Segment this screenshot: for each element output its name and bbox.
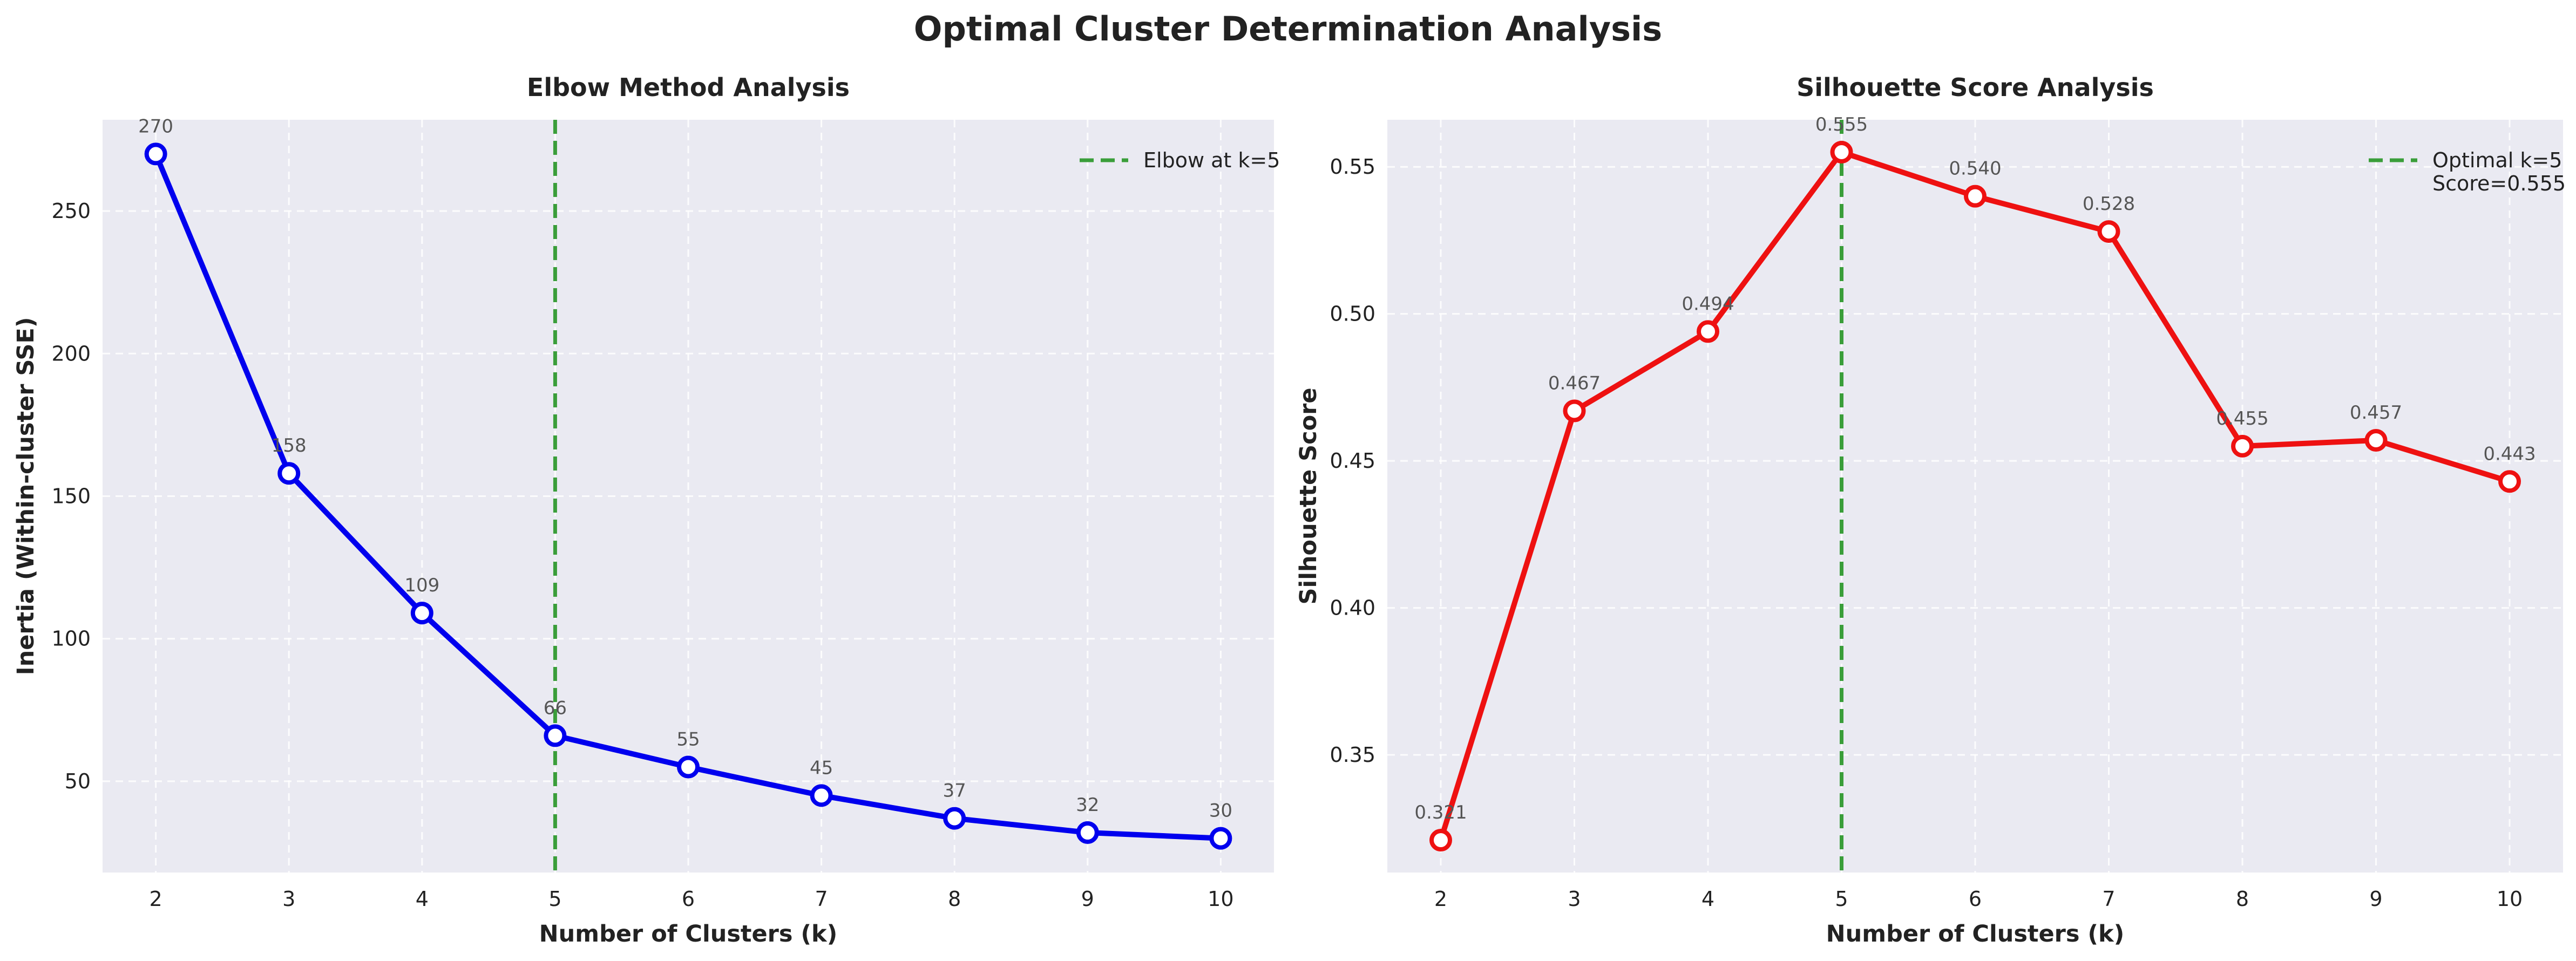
y-tick-label: 0.35 — [1330, 743, 1375, 767]
data-point — [2364, 428, 2388, 452]
data-point — [1830, 140, 1853, 163]
x-tick-label: 6 — [682, 887, 695, 911]
data-label: 0.443 — [2483, 443, 2536, 465]
data-label: 0.540 — [1949, 158, 2001, 180]
data-label: 0.528 — [2083, 193, 2135, 215]
x-tick-label: 7 — [815, 887, 828, 911]
data-label: 0.321 — [1414, 802, 1467, 823]
data-label: 270 — [138, 115, 173, 137]
silhouette-panel: 2 3 4 5 6 7 8 9 10 0.35 0.40 0.45 0.50 0.55 Silhouette… — [1295, 73, 2566, 948]
y-tick-label: 200 — [51, 342, 91, 365]
panel-title: Elbow Method Analysis — [527, 73, 850, 102]
data-point — [277, 462, 301, 485]
y-axis-label: Silhouette Score — [1295, 388, 1322, 605]
x-axis-label: Number of Clusters (k) — [1826, 921, 2125, 948]
data-point — [1076, 821, 1099, 844]
x-tick-label: 3 — [1568, 887, 1581, 911]
x-tick-label: 5 — [1835, 887, 1848, 911]
data-label: 37 — [943, 780, 966, 802]
data-point — [1429, 829, 1452, 852]
x-tick-label: 2 — [150, 887, 162, 911]
y-tick-label: 0.45 — [1330, 449, 1375, 473]
figure-title: Optimal Cluster Determination Analysis — [914, 9, 1662, 49]
x-tick-label: 8 — [948, 887, 961, 911]
data-point — [2231, 434, 2254, 458]
y-tick-label: 0.55 — [1330, 155, 1375, 179]
data-label: 30 — [1209, 800, 1232, 822]
x-tick-label: 6 — [1969, 887, 1982, 911]
data-point — [1697, 320, 1719, 343]
x-tick-label: 2 — [1434, 887, 1447, 911]
data-label: 0.467 — [1548, 372, 1601, 394]
x-tick-label: 4 — [416, 887, 429, 911]
legend-entry: Optimal k=5 — [2432, 148, 2562, 172]
data-point — [810, 784, 833, 807]
data-label: 0.457 — [2350, 402, 2402, 424]
data-point — [1563, 399, 1586, 422]
y-tick-label: 0.40 — [1330, 596, 1375, 620]
data-point — [2498, 470, 2521, 493]
x-tick-label: 9 — [2369, 887, 2382, 911]
x-tick-label: 10 — [2497, 887, 2523, 911]
data-label: 32 — [1076, 794, 1099, 816]
panel-title: Silhouette Score Analysis — [1797, 73, 2154, 102]
data-point — [544, 724, 567, 747]
data-label: 109 — [404, 575, 439, 596]
data-label: 0.455 — [2216, 408, 2268, 430]
data-label: 0.494 — [1682, 293, 1734, 315]
y-axis-label: Inertia (Within-cluster SSE) — [12, 317, 39, 676]
y-tick-label: 150 — [51, 485, 91, 508]
data-point — [943, 807, 966, 830]
data-label: 0.555 — [1815, 114, 1868, 135]
y-tick-label: 0.50 — [1330, 302, 1375, 326]
data-label: 158 — [272, 435, 307, 456]
x-tick-label: 5 — [548, 887, 561, 911]
x-tick-label: 8 — [2236, 887, 2249, 911]
y-tick-label: 50 — [65, 769, 91, 793]
x-tick-label: 9 — [1081, 887, 1094, 911]
data-point — [2097, 220, 2120, 243]
legend: Elbow at k=5 — [1080, 148, 1280, 172]
y-tick-label: 250 — [51, 199, 91, 223]
data-point — [1209, 827, 1232, 850]
legend-entry: Elbow at k=5 — [1143, 148, 1280, 172]
x-tick-label: 10 — [1208, 887, 1233, 911]
data-point — [677, 755, 700, 779]
x-tick-label: 4 — [1701, 887, 1714, 911]
data-point — [410, 602, 433, 625]
data-label: 45 — [810, 757, 833, 779]
x-tick-label: 7 — [2102, 887, 2115, 911]
data-point — [1964, 185, 1987, 208]
x-tick-label: 3 — [282, 887, 295, 911]
data-point — [144, 142, 167, 166]
legend-entry: Score=0.555 — [2432, 172, 2566, 195]
data-label: 55 — [676, 728, 700, 750]
x-axis-label: Number of Clusters (k) — [539, 921, 838, 948]
data-label: 66 — [544, 697, 567, 719]
y-tick-label: 100 — [51, 627, 91, 651]
